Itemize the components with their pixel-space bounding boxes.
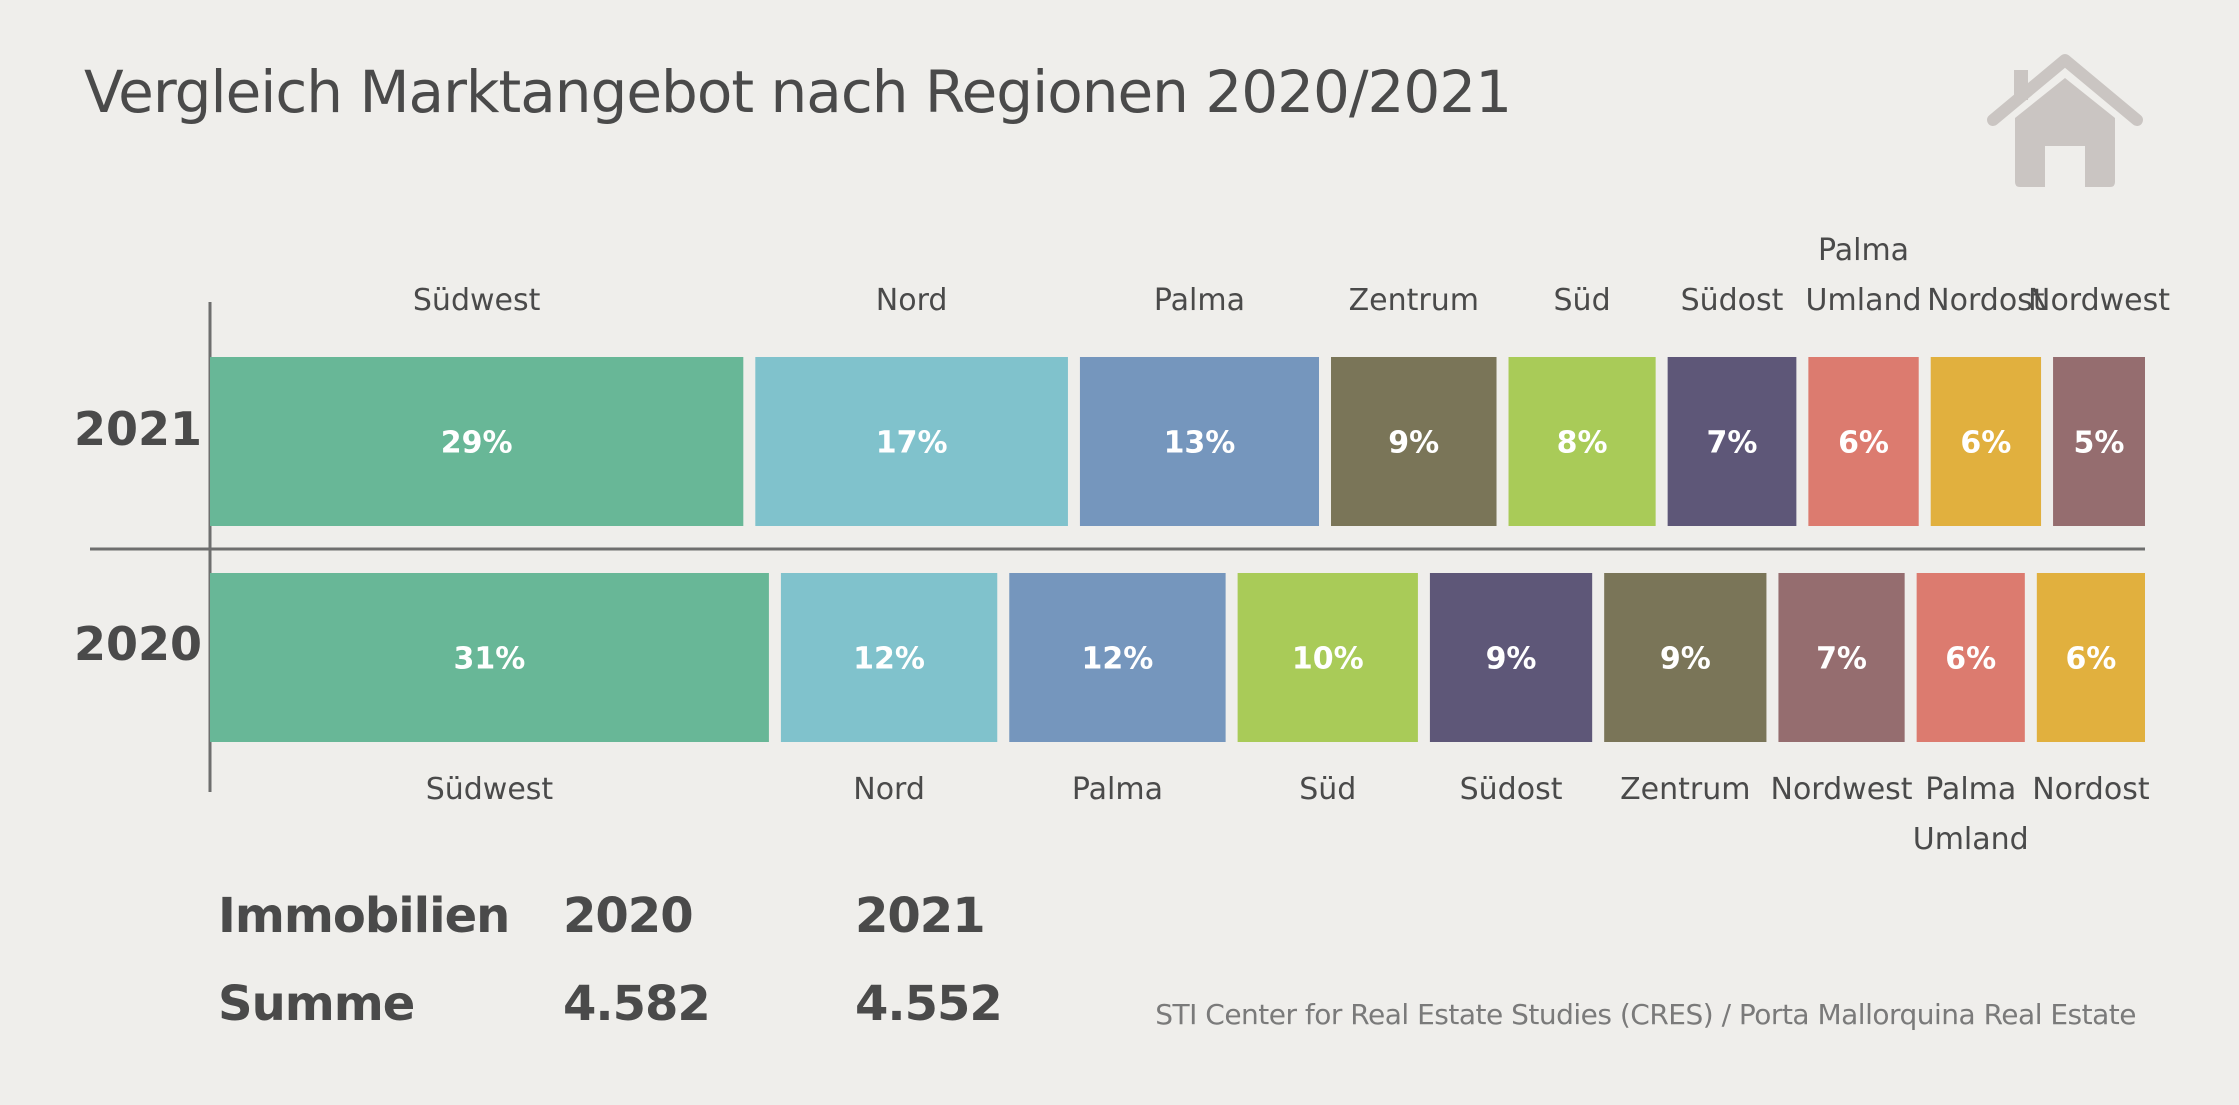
source-note: STI Center for Real Estate Studies (CRES… [1155, 998, 2136, 1031]
data-label-2020-palma-umland: 6% [1945, 642, 1996, 677]
region-label-2020-nordost: Nordost [2032, 772, 2150, 807]
house-icon [1987, 54, 2143, 187]
chart-title: Vergleich Marktangebot nach Regionen 202… [84, 58, 1512, 126]
region-label-2021-palma-umland: Palma Umland [1806, 233, 1922, 318]
bar-2021-zentrum [1331, 357, 1497, 526]
bar-2021-suedwest [210, 357, 744, 526]
data-label-2021-sued: 8% [1557, 426, 1608, 461]
summary-label-immobilien: Immobilien [218, 888, 510, 944]
data-label-2021-nordwest: 5% [2074, 426, 2125, 461]
bar-2021-suedost [1667, 357, 1797, 526]
summary-value-2021: 4.552 [855, 976, 1003, 1032]
region-label-2020-zentrum: Zentrum [1620, 772, 1750, 807]
summary-label-summe: Summe [218, 976, 415, 1032]
bars-layer: 2021 29% Südwest 17% Nord 13% Palma 9% Zentrum 8%… [74, 233, 2170, 857]
region-label-2021-nordost: Nordost [1927, 283, 2045, 318]
region-label-2021-palma: Palma [1154, 283, 1245, 318]
summary-header-2020: 2020 [563, 888, 694, 944]
data-label-2021-palma-umland: 6% [1838, 426, 1889, 461]
data-label-2021-suedost: 7% [1707, 426, 1758, 461]
region-label-2020-nordwest: Nordwest [1771, 772, 1913, 807]
bar-2021-palma [1079, 357, 1320, 526]
year-label-2020: 2020 [74, 617, 202, 671]
bar-2021-palma-umland [1808, 357, 1919, 526]
region-label-2021-suedost: Südost [1681, 283, 1784, 318]
bar-2021-nord [755, 357, 1068, 526]
data-label-2020-suedost: 9% [1486, 642, 1537, 677]
region-label-2021-zentrum: Zentrum [1349, 283, 1479, 318]
bar-2020-nordost [2036, 573, 2145, 742]
region-label-2021-nord: Nord [876, 283, 948, 318]
bar-2020-nordwest [1778, 573, 1905, 742]
bar-2021-sued [1508, 357, 1656, 526]
bar-2020-sued [1237, 573, 1418, 742]
data-label-2021-suedwest: 29% [441, 426, 513, 461]
data-label-2020-nordost: 6% [2065, 642, 2116, 677]
summary-value-2020: 4.582 [563, 976, 711, 1032]
region-label-2020-suedost: Südost [1460, 772, 1563, 807]
data-label-2020-suedwest: 31% [454, 642, 526, 677]
bar-2020-palma [1009, 573, 1226, 742]
bar-2020-zentrum [1604, 573, 1767, 742]
data-label-2021-nord: 17% [876, 426, 948, 461]
region-label-2020-sued: Süd [1299, 772, 1356, 807]
region-label-2020-palma: Palma [1072, 772, 1163, 807]
data-label-2020-zentrum: 9% [1660, 642, 1711, 677]
bar-2020-nord [780, 573, 998, 742]
region-label-2021-sued: Süd [1554, 283, 1611, 318]
stacked-bar-chart: 2021 29% Südwest 17% Nord 13% Palma 9% Zentrum 8%… [74, 233, 2170, 857]
summary-header-2021: 2021 [855, 888, 986, 944]
bar-2021-nordwest [2053, 357, 2145, 526]
region-label-2021-suedwest: Südwest [413, 283, 541, 318]
data-label-2021-palma: 13% [1164, 426, 1236, 461]
data-label-2020-palma: 12% [1082, 642, 1154, 677]
data-label-2021-zentrum: 9% [1388, 426, 1439, 461]
data-label-2021-nordost: 6% [1960, 426, 2011, 461]
region-label-2020-palma-umland: Palma Umland [1913, 772, 2029, 857]
bar-2020-suedost [1429, 573, 1593, 742]
data-label-2020-nord: 12% [853, 642, 925, 677]
data-label-2020-nordwest: 7% [1816, 642, 1867, 677]
region-label-2021-nordwest: Nordwest [2028, 283, 2170, 318]
region-label-2020-nord: Nord [853, 772, 925, 807]
year-label-2021: 2021 [74, 402, 202, 456]
data-label-2020-sued: 10% [1292, 642, 1364, 677]
region-label-2020-suedwest: Südwest [426, 772, 554, 807]
bar-2021-nordost [1930, 357, 2042, 526]
bar-2020-suedwest [210, 573, 769, 742]
bar-2020-palma-umland [1916, 573, 2025, 742]
